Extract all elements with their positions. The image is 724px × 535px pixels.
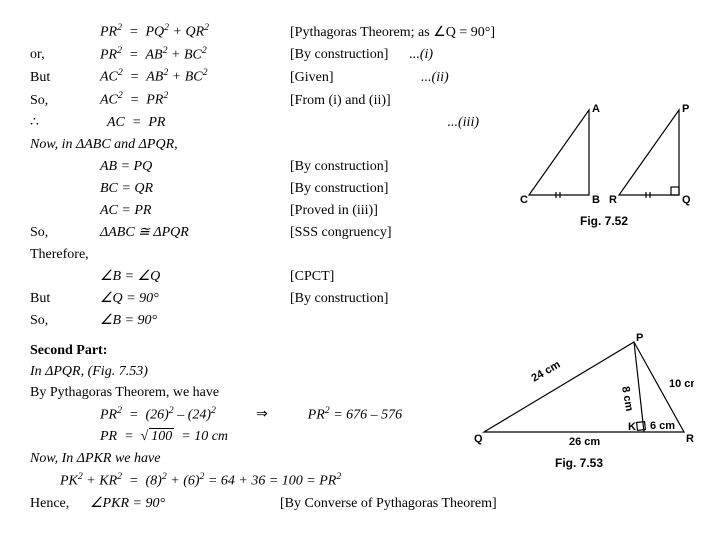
equation: PR2 = AB2 + BC2 [100,44,290,66]
proof-line-3: But AC2 = AB2 + BC2 [Given] ...(ii) [30,66,514,88]
equation: AC = PR [100,112,290,133]
fig52-C: C [520,194,528,206]
proof-line-10: So, ΔABC ≅ ΔPQR [SSS congruency] [30,222,514,243]
fig53-KR: 6 cm [650,420,675,432]
reason: [By construction] [290,288,694,309]
equation: ∠B = ∠Q [100,266,290,287]
proof-line-6: Now, in ΔABC and ΔPQR, [30,134,514,155]
proof-line-11: Therefore, [30,244,694,265]
lead: or, [30,44,100,65]
fig52-P: P [682,103,689,115]
fig52-R: R [609,194,617,206]
proof-line-2: or, PR2 = AB2 + BC2 [By construction] ..… [30,44,514,66]
p2-line-3: PR2 = (26)2 – (24)2 ⇒ PR2 = 676 – 576 [30,404,464,426]
reason: [By construction] [290,178,514,199]
proof-line-5: ∴ AC = PR ...(iii) [30,112,514,133]
fig53-QR: 26 cm [569,436,600,448]
proof-line-7: AB = PQ [By construction] [30,156,514,177]
fig53-R: R [686,433,694,445]
proof-line-9: AC = PR [Proved in (iii)] [30,200,514,221]
fig52-B: B [592,194,600,206]
proof-line-4: So, AC2 = PR2 [From (i) and (ii)] [30,89,514,111]
reason: ...(iii) [290,112,514,133]
fig53-Q: Q [474,433,483,445]
reason: [By construction] [290,156,514,177]
text: Now, in ΔABC and ΔPQR, [30,134,178,155]
proof-line-8: BC = QR [By construction] [30,178,514,199]
fig53-PR: 10 cm [669,378,694,390]
lead: ∴ [30,112,100,133]
reason: [SSS congruency] [290,222,514,243]
lead: So, [30,90,100,111]
lead: But [30,288,100,309]
proof-line-12: ∠B = ∠Q [CPCT] [30,266,694,287]
equation: PR2 = PQ2 + QR2 [100,21,290,43]
lead: So, [30,222,100,243]
equation: AC = PR [100,200,290,221]
fig53-PK: 8 cm [619,385,635,412]
figure-7-53: P Q R K 24 cm 10 cm 26 cm 8 cm 6 cm Fig.… [464,332,694,472]
equation: AC2 = AB2 + BC2 [100,66,290,88]
p2-line-6: PK2 + KR2 = (8)2 + (6)2 = 64 + 36 = 100 … [30,470,464,492]
equation: ∠B = 90° [100,310,290,331]
fig52-caption: Fig. 7.52 [514,212,694,230]
proof-line-14: So, ∠B = 90° [30,310,694,331]
fig53-PQ: 24 cm [530,358,563,384]
lead: So, [30,310,100,331]
fig53-caption: Fig. 7.53 [464,454,694,472]
reason: [Pythagoras Theorem; as ∠Q = 90°] [290,22,514,43]
text: Therefore, [30,244,89,265]
equation: BC = QR [100,178,290,199]
p2-line-4: PR = 100 = 10 cm [30,426,464,447]
reason: [From (i) and (ii)] [290,90,514,111]
figure-7-52: A B C P Q R Fig. 7.52 [514,100,694,230]
proof-line-13: But ∠Q = 90° [By construction] [30,288,694,309]
fig52-svg: A B C P Q R [514,100,694,210]
reason: [By Converse of Pythagoras Theorem] [280,493,694,514]
equation: AC2 = PR2 [100,89,290,111]
reason: [By construction] ...(i) [290,44,514,65]
equation: AB = PQ [100,156,290,177]
equation: ∠Q = 90° [100,288,290,309]
reason: [CPCT] [290,266,694,287]
fig52-A: A [592,103,600,115]
fig52-Q: Q [682,194,691,206]
fig53-P: P [636,332,643,344]
equation: ∠PKR = 90° [90,493,280,514]
lead: Hence, [30,493,90,514]
reason: [Proved in (iii)] [290,200,514,221]
fig53-svg: P Q R K 24 cm 10 cm 26 cm 8 cm 6 cm [464,332,694,452]
p2-line-7: Hence, ∠PKR = 90° [By Converse of Pythag… [30,493,694,514]
lead: But [30,67,100,88]
equation: ΔABC ≅ ΔPQR [100,222,290,243]
reason: [Given] ...(ii) [290,67,514,88]
arrow-icon: ⇒ [256,404,268,425]
fig53-K: K [628,421,636,433]
proof-line-1: PR2 = PQ2 + QR2 [Pythagoras Theorem; as … [30,21,514,43]
